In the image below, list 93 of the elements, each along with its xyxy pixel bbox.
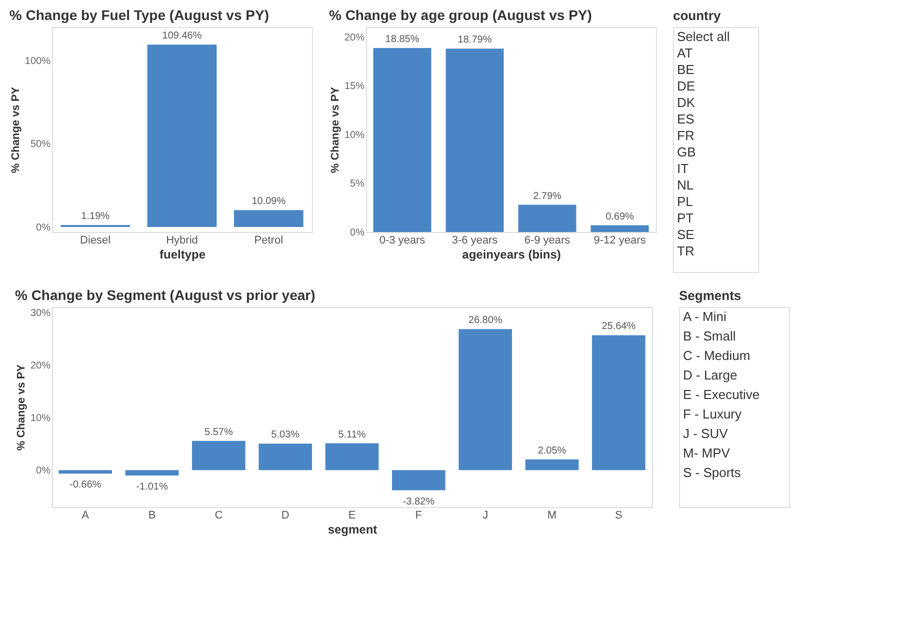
bar xyxy=(446,48,504,232)
chart-title: % Change by Segment (August vs prior year) xyxy=(14,287,316,303)
bar xyxy=(592,335,646,470)
y-tick-label: 15% xyxy=(344,81,365,92)
bar xyxy=(258,444,312,470)
data-label: 5.03% xyxy=(271,430,300,441)
x-tick-label: 3-6 years xyxy=(452,234,498,246)
x-tick-label: D xyxy=(281,510,290,522)
bar xyxy=(373,48,432,232)
x-tick-label: 0-3 years xyxy=(379,234,426,246)
text: GB xyxy=(677,144,696,160)
x-tick-label: 9-12 years xyxy=(594,234,646,246)
text: AT xyxy=(677,46,693,60)
y-tick-label: 0% xyxy=(36,222,51,234)
text: E - Executive xyxy=(683,387,760,402)
x-tick-label: Petrol xyxy=(254,234,284,246)
text: FR xyxy=(677,128,694,143)
text: A - Mini xyxy=(683,309,726,324)
y-axis-title: % Change vs PY xyxy=(15,364,28,451)
x-tick-label: Diesel xyxy=(80,234,111,246)
data-label: 10.09% xyxy=(252,196,286,208)
text: Segments xyxy=(679,288,742,303)
data-label: 5.11% xyxy=(338,429,366,440)
chart-title: % Change by age group (August vs PY) xyxy=(328,7,592,23)
data-label: 109.46% xyxy=(162,30,202,42)
text: PT xyxy=(677,210,694,226)
chart-title: % Change by Fuel Type (August vs PY) xyxy=(9,7,269,23)
bar xyxy=(192,440,246,470)
y-axis-title: % Change vs PY xyxy=(10,86,22,174)
y-tick-label: 30% xyxy=(30,308,51,319)
bar xyxy=(325,443,379,470)
text: SE xyxy=(677,227,695,242)
x-tick-label: J xyxy=(482,510,488,522)
y-tick-label: 5% xyxy=(350,178,365,190)
text: BE xyxy=(677,62,695,77)
data-label: 18.85% xyxy=(385,34,420,45)
x-tick-label: Hybrid xyxy=(166,234,198,246)
bar xyxy=(58,470,112,474)
text: DK xyxy=(677,95,696,110)
text: D - Large xyxy=(683,368,738,382)
data-label: 2.05% xyxy=(538,445,566,456)
data-label: -0.66% xyxy=(69,480,102,491)
text: NL xyxy=(677,178,694,192)
x-tick-label: B xyxy=(148,510,156,522)
x-tick-label: C xyxy=(214,510,223,522)
data-label: 25.64% xyxy=(602,321,636,332)
x-axis-title: fueltype xyxy=(159,248,206,262)
bar xyxy=(147,44,217,227)
data-label: -3.82% xyxy=(402,496,435,508)
bar xyxy=(234,210,304,227)
y-tick-label: 20% xyxy=(344,32,365,44)
text: DE xyxy=(677,78,696,94)
text: C - Medium xyxy=(683,348,750,363)
x-tick-label: S xyxy=(614,510,622,522)
bar xyxy=(458,329,512,470)
data-label: 2.79% xyxy=(533,190,562,202)
data-label: -1.01% xyxy=(136,481,168,492)
bar xyxy=(518,204,576,232)
y-tick-label: 20% xyxy=(30,360,51,372)
x-tick-label: F xyxy=(415,510,422,522)
x-tick-label: E xyxy=(348,510,356,522)
y-tick-label: 10% xyxy=(30,413,51,424)
data-label: 1.19% xyxy=(81,211,110,222)
text: ES xyxy=(677,112,695,126)
bar xyxy=(125,470,179,476)
data-label: 5.57% xyxy=(204,426,233,438)
y-tick-label: 50% xyxy=(30,139,51,150)
text: IT xyxy=(677,161,689,176)
y-tick-label: 10% xyxy=(344,130,365,141)
text: TR xyxy=(677,244,694,258)
data-label: 0.69% xyxy=(606,211,634,222)
text: S - Sports xyxy=(683,465,742,480)
x-axis-title: ageinyears (bins) xyxy=(462,248,561,262)
bar xyxy=(590,225,649,232)
bar xyxy=(525,459,579,470)
bar xyxy=(392,470,446,490)
text: PL xyxy=(677,194,693,209)
y-tick-label: 0% xyxy=(350,228,365,238)
y-tick-label: 100% xyxy=(24,56,51,67)
text: F - Luxury xyxy=(683,406,742,422)
data-label: 26.80% xyxy=(468,315,502,326)
x-tick-label: 6-9 years xyxy=(524,234,571,246)
y-tick-label: 0% xyxy=(36,466,51,477)
text: B - Small xyxy=(683,328,736,344)
text: Select all xyxy=(677,29,730,44)
x-tick-label: M xyxy=(547,510,557,522)
text: M- MPV xyxy=(683,446,730,460)
text: country xyxy=(673,8,722,23)
data-label: 18.79% xyxy=(458,34,492,46)
x-tick-label: A xyxy=(82,510,90,522)
y-axis-title: % Change vs PY xyxy=(329,86,342,174)
text: J - SUV xyxy=(683,426,728,441)
x-axis-title: segment xyxy=(328,522,378,536)
